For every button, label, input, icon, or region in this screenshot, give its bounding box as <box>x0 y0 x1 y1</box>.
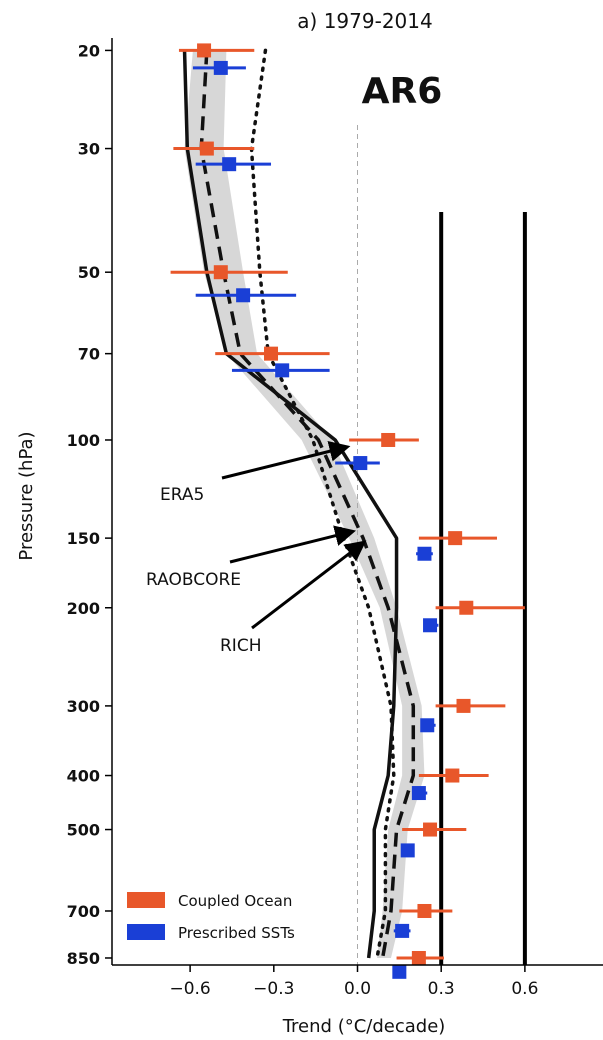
chart-title: a) 1979-2014 <box>297 9 432 33</box>
x-tick-label: −0.6 <box>169 979 210 999</box>
coupled-ocean-marker <box>448 531 463 546</box>
era5-label: ERA5 <box>160 485 204 505</box>
model-errorbars <box>170 43 525 979</box>
model-spread-envelope <box>184 50 425 958</box>
coupled-ocean-marker <box>264 346 279 361</box>
rich-label: RICH <box>220 636 261 656</box>
y-tick-label: 50 <box>78 263 100 282</box>
coupled-ocean-marker <box>213 265 228 280</box>
envelope-area <box>184 50 425 958</box>
coupled-ocean-marker <box>197 43 212 58</box>
prescribed-ssts-marker <box>236 288 251 303</box>
y-axis-title: Pressure (hPa) <box>16 431 37 560</box>
coupled-ocean-marker <box>381 432 396 447</box>
prescribed-ssts-legend-label: Prescribed SSTs <box>178 924 295 942</box>
era5-line <box>182 50 399 959</box>
raobcore-line <box>199 50 416 959</box>
prescribed-ssts-marker <box>400 843 415 858</box>
y-tick-label: 850 <box>67 949 100 968</box>
prescribed-ssts-marker <box>423 618 438 633</box>
y-tick-label: 100 <box>67 431 100 450</box>
coupled-ocean-legend-swatch <box>127 892 165 908</box>
prescribed-ssts-marker <box>420 718 435 733</box>
coupled-ocean-marker <box>417 903 432 918</box>
annotations: ERA5 RAOBCORE RICH <box>146 440 367 656</box>
coupled-ocean-marker <box>445 768 460 783</box>
rich-arrow <box>251 540 367 630</box>
era5-arrow <box>221 440 351 480</box>
y-tick-label: 400 <box>67 767 100 786</box>
raobcore-arrow <box>229 525 356 564</box>
prescribed-ssts-marker <box>411 786 426 801</box>
y-tick-label: 700 <box>67 902 100 921</box>
coupled-ocean-marker <box>459 600 474 615</box>
prescribed-ssts-marker <box>222 157 237 172</box>
coupled-ocean-marker <box>199 141 214 156</box>
y-tick-label: 20 <box>78 41 100 60</box>
x-tick-label: 0.3 <box>428 979 455 999</box>
rich-line <box>249 48 396 960</box>
coupled-ocean-marker <box>456 698 471 713</box>
x-tick-label: 0.6 <box>511 979 538 999</box>
prescribed-ssts-marker <box>417 546 432 561</box>
y-tick-label: 30 <box>78 140 100 159</box>
ar6-badge: AR6 <box>362 71 443 112</box>
prescribed-ssts-marker <box>392 964 407 979</box>
reference-lines <box>439 212 527 965</box>
coupled-ocean-marker <box>411 950 426 965</box>
y-tick-label: 500 <box>67 821 100 840</box>
coupled-ocean-legend-label: Coupled Ocean <box>178 892 292 910</box>
prescribed-ssts-marker <box>213 60 228 75</box>
prescribed-ssts-marker <box>275 363 290 378</box>
x-axis-title: Trend (°C/decade) <box>282 1016 446 1037</box>
y-tick-label: 200 <box>67 599 100 618</box>
prescribed-ssts-marker <box>395 923 410 938</box>
y-axis-ticks: 20 30 50 70 100 150 200 300 400 500 700 850 <box>67 41 112 968</box>
y-tick-label: 70 <box>78 345 100 364</box>
raobcore-label: RAOBCORE <box>146 570 241 590</box>
legend: Coupled Ocean Prescribed SSTs <box>127 892 295 942</box>
prescribed-ssts-marker <box>353 456 368 471</box>
x-axis-ticks: −0.6 −0.3 0.0 0.3 0.6 <box>169 965 538 999</box>
coupled-ocean-marker <box>423 822 438 837</box>
x-tick-label: −0.3 <box>253 979 294 999</box>
observation-lines <box>182 48 416 960</box>
y-tick-label: 300 <box>67 697 100 716</box>
x-tick-label: 0.0 <box>344 979 371 999</box>
y-tick-label: 150 <box>67 529 100 548</box>
prescribed-ssts-legend-swatch <box>127 924 165 940</box>
